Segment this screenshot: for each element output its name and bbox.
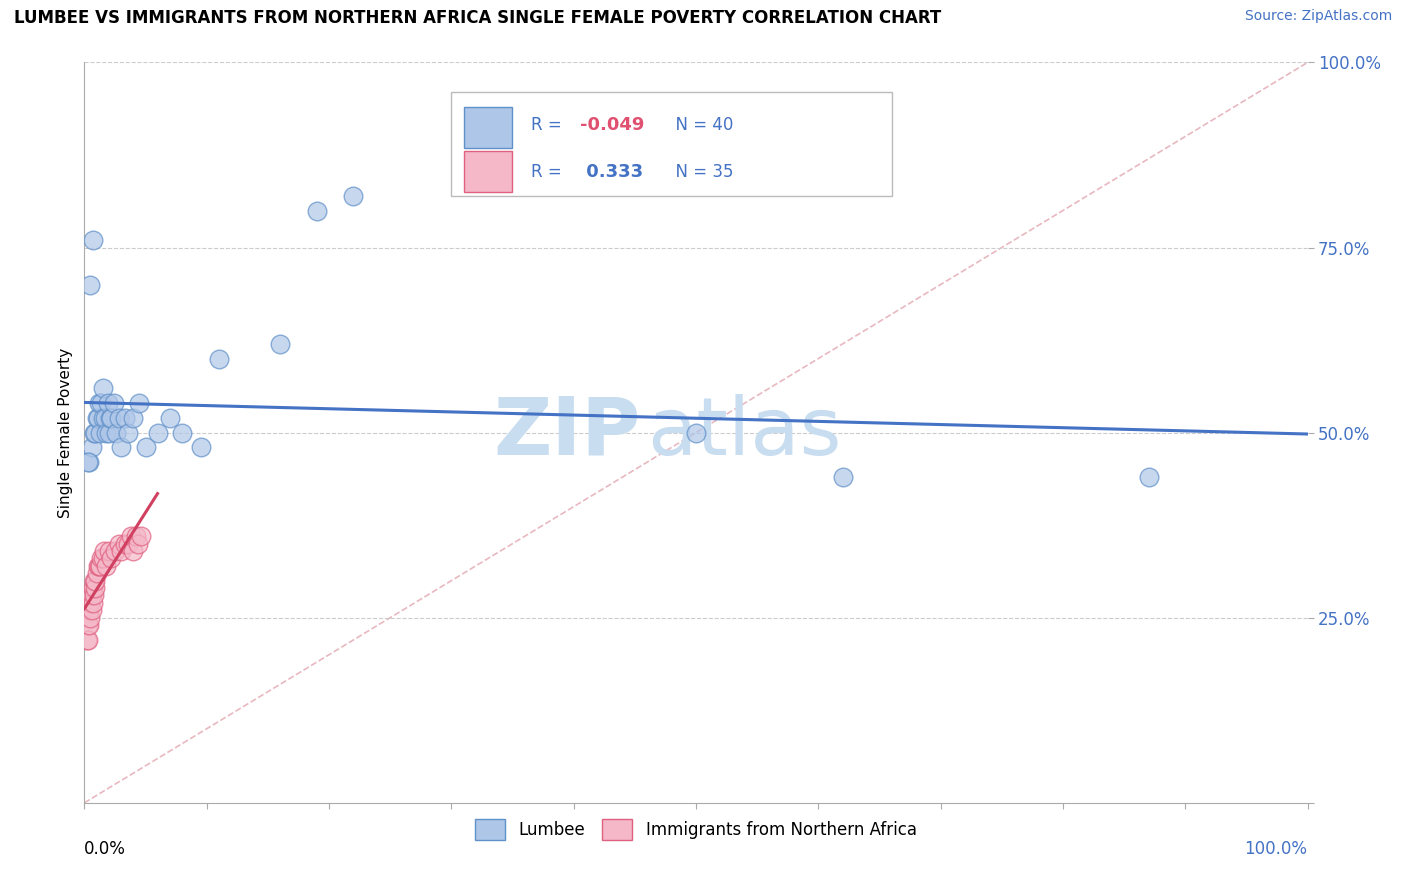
- Point: [83, 425, 105, 440]
- Point: [84, 581, 107, 595]
- Point: [100, 551, 122, 566]
- Point: [97, 396, 120, 410]
- Point: [114, 536, 136, 550]
- FancyBboxPatch shape: [451, 92, 891, 195]
- Point: [129, 529, 152, 543]
- Point: [831, 470, 853, 484]
- Point: [97, 544, 120, 558]
- Point: [172, 425, 194, 440]
- FancyBboxPatch shape: [464, 107, 513, 147]
- Point: [90, 551, 112, 566]
- Text: -0.049: -0.049: [579, 116, 644, 135]
- Point: [122, 544, 145, 558]
- Point: [90, 396, 112, 410]
- Point: [127, 536, 149, 550]
- Point: [269, 336, 291, 351]
- Point: [135, 441, 157, 455]
- Point: [125, 529, 148, 543]
- FancyBboxPatch shape: [464, 152, 513, 192]
- Point: [79, 596, 101, 610]
- Point: [96, 425, 118, 440]
- Text: Source: ZipAtlas.com: Source: ZipAtlas.com: [1244, 9, 1392, 23]
- Point: [128, 396, 150, 410]
- Text: 0.333: 0.333: [579, 163, 643, 181]
- Y-axis label: Single Female Poverty: Single Female Poverty: [58, 348, 73, 517]
- Text: R =: R =: [531, 116, 567, 135]
- Point: [117, 425, 139, 440]
- Point: [110, 544, 132, 558]
- Point: [87, 558, 110, 573]
- Point: [76, 632, 98, 647]
- Text: N = 40: N = 40: [665, 116, 734, 135]
- Point: [342, 188, 364, 202]
- Point: [86, 410, 108, 425]
- Point: [80, 589, 103, 603]
- Point: [305, 203, 328, 218]
- Point: [77, 603, 100, 617]
- Point: [98, 410, 121, 425]
- Point: [82, 581, 104, 595]
- Point: [94, 410, 117, 425]
- Point: [87, 558, 110, 573]
- Point: [104, 544, 127, 558]
- Point: [77, 455, 100, 469]
- Point: [110, 441, 132, 455]
- Point: [80, 441, 103, 455]
- Text: ZIP: ZIP: [494, 393, 641, 472]
- Point: [122, 410, 145, 425]
- Text: 100.0%: 100.0%: [1244, 840, 1308, 858]
- Point: [114, 410, 136, 425]
- Point: [82, 596, 104, 610]
- Text: LUMBEE VS IMMIGRANTS FROM NORTHERN AFRICA SINGLE FEMALE POVERTY CORRELATION CHAR: LUMBEE VS IMMIGRANTS FROM NORTHERN AFRIC…: [14, 9, 941, 27]
- Text: atlas: atlas: [647, 393, 841, 472]
- Point: [1137, 470, 1160, 484]
- Point: [89, 425, 111, 440]
- Point: [77, 618, 100, 632]
- Text: N = 35: N = 35: [665, 163, 734, 181]
- Point: [80, 603, 103, 617]
- Text: 0.0%: 0.0%: [84, 840, 127, 858]
- Point: [96, 558, 118, 573]
- Point: [103, 396, 125, 410]
- Point: [208, 351, 231, 366]
- Point: [82, 233, 104, 247]
- Point: [86, 566, 108, 581]
- Point: [83, 574, 105, 588]
- Point: [84, 574, 107, 588]
- Point: [91, 381, 114, 395]
- Point: [120, 529, 142, 543]
- Point: [107, 536, 129, 550]
- Point: [77, 618, 100, 632]
- Text: R =: R =: [531, 163, 567, 181]
- Point: [93, 544, 115, 558]
- Point: [117, 536, 139, 550]
- Point: [89, 558, 111, 573]
- Point: [107, 410, 129, 425]
- Point: [159, 410, 181, 425]
- Point: [87, 396, 110, 410]
- Point: [685, 425, 707, 440]
- Point: [84, 425, 107, 440]
- Legend: Lumbee, Immigrants from Northern Africa: Lumbee, Immigrants from Northern Africa: [468, 813, 924, 847]
- Point: [79, 277, 101, 292]
- Point: [146, 425, 169, 440]
- Point: [91, 410, 114, 425]
- Point: [91, 551, 114, 566]
- Point: [83, 589, 105, 603]
- Point: [77, 455, 100, 469]
- Point: [79, 610, 101, 624]
- Point: [87, 410, 110, 425]
- Point: [97, 425, 120, 440]
- Point: [100, 410, 122, 425]
- Point: [105, 425, 128, 440]
- Point: [77, 632, 100, 647]
- Point: [190, 441, 212, 455]
